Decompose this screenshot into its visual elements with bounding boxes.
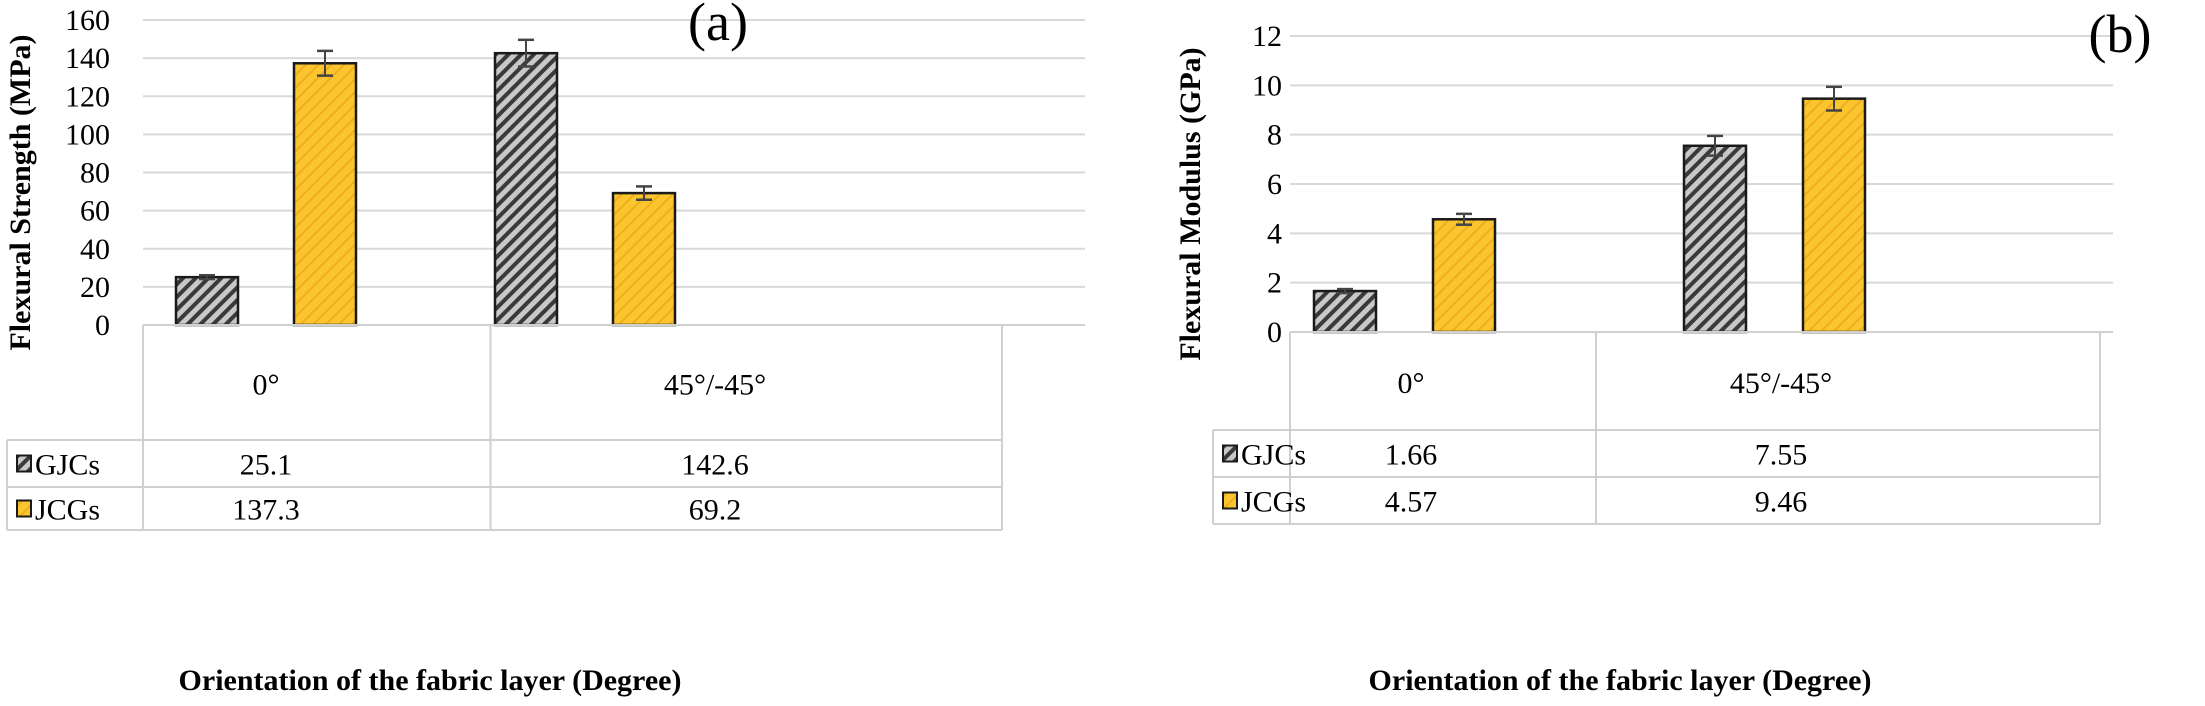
y-tick-label: 100 [65,118,110,151]
legend-key-gjcs [1222,444,1238,463]
x-category-label: 45°/-45° [664,369,766,402]
panel-label: (a) [688,0,748,52]
bar-gjcs [493,51,559,327]
bar-jcgs [611,191,677,327]
y-tick-label: 6 [1267,168,1282,201]
y-tick-label: 20 [80,271,110,304]
panel-label: (b) [2089,4,2152,64]
y-tick-label: 12 [1252,20,1282,53]
bar-jcgs [1431,218,1497,334]
y-tick-label: 60 [80,195,110,228]
y-tick-label: 10 [1252,69,1282,102]
bar-jcgs [292,62,358,327]
legend-key-jcgs [16,499,32,518]
bar-gjcs [1682,144,1748,334]
y-axis-title: Flexural Strength (MPa) [4,34,37,350]
y-tick-label: 0 [95,309,110,342]
x-axis-title: Orientation of the fabric layer (Degree) [179,664,682,697]
y-tick-label: 140 [65,42,110,75]
x-category-label: 45°/-45° [1730,367,1832,400]
legend-key-gjcs [16,454,32,473]
y-tick-label: 4 [1267,217,1282,250]
data-label: 137.3 [232,494,300,527]
bar-gjcs [1312,289,1378,334]
data-label: 69.2 [689,494,742,527]
bar-jcgs [1801,97,1867,334]
y-tick-label: 40 [80,233,110,266]
chart-flexural-strength: 0 20 40 60 80 100 120 140 160 Flexural Strength (… [4,0,1085,697]
bar-gjcs [174,275,240,327]
y-axis-title: Flexural Modulus (GPa) [1174,47,1207,360]
legend-label: JCGs [1241,486,1306,519]
x-category-label: 0° [1398,367,1425,400]
y-tick-label: 120 [65,80,110,113]
data-label: 7.55 [1755,439,1808,472]
legend-key-jcgs [1222,491,1238,510]
y-tick-label: 80 [80,157,110,190]
y-tick-label: 160 [65,4,110,37]
y-tick-label: 8 [1267,119,1282,152]
data-label: 25.1 [240,449,293,482]
data-label: 4.57 [1385,486,1438,519]
chart-flexural-modulus: 0 2 4 6 8 10 12 Flexural Modulus (GPa) 0° 45°/-45… [1174,4,2151,697]
data-label: 9.46 [1755,486,1808,519]
legend-label: JCGs [35,494,100,527]
y-tick-label: 0 [1267,316,1282,349]
x-category-label: 0° [253,369,280,402]
x-axis-title: Orientation of the fabric layer (Degree) [1369,664,1872,697]
data-label: 142.6 [681,449,749,482]
legend-label: GJCs [1241,439,1306,472]
y-tick-label: 2 [1267,267,1282,300]
legend-label: GJCs [35,449,100,482]
data-label: 1.66 [1385,439,1438,472]
